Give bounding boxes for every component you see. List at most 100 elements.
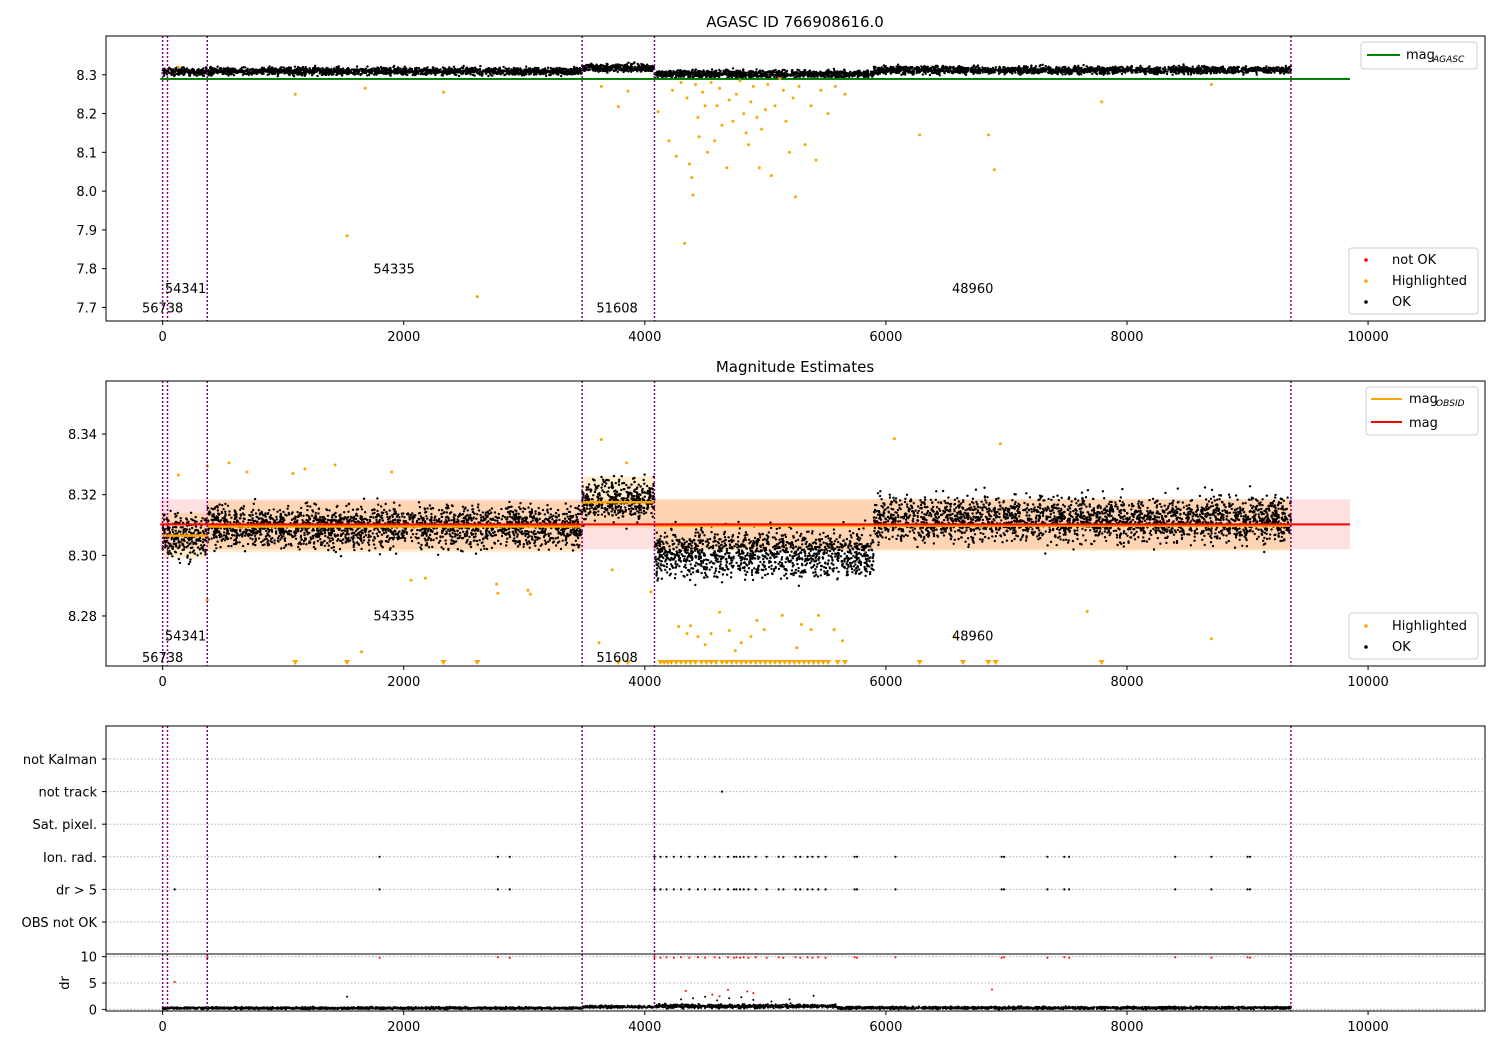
data-point-ok — [1233, 71, 1237, 74]
data-point-ok — [348, 69, 351, 72]
data-point-ok — [727, 70, 730, 73]
data-point-ok — [297, 71, 300, 74]
data-point-ok — [1067, 66, 1070, 69]
data-point-ok — [245, 72, 249, 76]
data-point-ok — [384, 67, 387, 70]
data-point-ok — [241, 73, 245, 77]
data-point-ok — [641, 66, 644, 69]
data-point-ok — [544, 67, 547, 70]
data-point-ok — [481, 70, 484, 74]
data-point-ok — [163, 72, 166, 76]
data-point-ok — [874, 71, 878, 74]
data-point-ok — [862, 75, 866, 79]
data-point-ok — [752, 71, 756, 74]
data-point-ok — [699, 73, 702, 77]
data-point-ok — [430, 70, 434, 74]
data-point-ok — [555, 72, 558, 76]
data-point-ok — [401, 73, 405, 76]
data-point-ok — [911, 70, 914, 73]
data-point-ok — [636, 67, 639, 71]
data-point-ok — [915, 70, 918, 73]
data-point-ok — [531, 68, 534, 71]
data-point-ok — [803, 69, 806, 72]
data-point-ok — [632, 69, 635, 72]
data-point-ok — [452, 65, 456, 69]
data-point-ok — [605, 65, 608, 68]
data-point-ok — [1245, 71, 1248, 75]
data-point-ok — [1077, 64, 1080, 68]
data-point-ok — [800, 74, 803, 77]
data-point-ok — [507, 68, 510, 72]
data-point-ok — [603, 67, 607, 70]
data-point-ok — [931, 65, 934, 68]
data-point-ok — [501, 69, 504, 72]
data-point-ok — [831, 72, 834, 75]
data-point-ok — [173, 73, 177, 76]
data-point-ok — [1181, 68, 1184, 71]
data-point-ok — [314, 64, 317, 68]
data-point-ok — [575, 67, 578, 70]
data-point-ok — [768, 71, 772, 74]
data-point-ok — [236, 71, 240, 74]
data-point-ok — [285, 67, 289, 70]
data-point-ok — [463, 69, 467, 72]
data-point-ok — [525, 65, 528, 68]
data-point-ok — [462, 64, 465, 68]
data-point-ok — [450, 67, 453, 71]
data-point-ok — [691, 73, 694, 76]
data-point-ok — [1088, 66, 1091, 69]
data-point-ok — [777, 73, 781, 77]
data-point-ok — [450, 70, 453, 73]
data-point-ok — [1144, 72, 1148, 75]
data-point-ok — [1175, 72, 1178, 75]
data-point-ok — [487, 74, 490, 78]
data-point-ok — [701, 72, 704, 75]
data-point-ok — [469, 67, 472, 71]
data-point-ok — [709, 71, 712, 74]
data-point-ok — [446, 68, 450, 71]
data-point-ok — [590, 62, 593, 65]
data-point-ok — [941, 64, 945, 68]
data-point-ok — [170, 71, 173, 74]
data-point-ok — [991, 66, 995, 70]
data-point-ok — [393, 68, 397, 71]
data-point-ok — [913, 67, 917, 71]
data-point-ok — [263, 67, 266, 71]
data-point-ok — [243, 66, 247, 69]
data-point-ok — [1102, 68, 1105, 71]
data-point-ok — [537, 67, 540, 70]
data-point-ok — [681, 72, 685, 76]
data-point-ok — [1197, 64, 1200, 68]
data-point-ok — [252, 68, 255, 71]
data-point-ok — [476, 72, 479, 75]
data-point-ok — [560, 74, 563, 78]
data-point-ok — [712, 72, 715, 75]
data-point-ok — [731, 70, 734, 74]
data-point-ok — [829, 72, 832, 75]
data-point-ok — [1255, 67, 1259, 71]
data-point-ok — [546, 66, 550, 69]
data-point-ok — [1031, 70, 1035, 73]
data-point-ok — [774, 68, 777, 72]
data-point-ok — [426, 69, 429, 73]
data-point-ok — [168, 67, 171, 71]
data-point-ok — [709, 74, 712, 77]
data-point-ok — [524, 72, 527, 75]
data-point-ok — [773, 70, 776, 74]
data-point-ok — [241, 69, 244, 72]
data-point-ok — [508, 71, 512, 75]
data-point-ok — [304, 70, 308, 73]
data-point-ok — [230, 72, 233, 76]
data-point-ok — [162, 74, 166, 77]
data-point-ok — [742, 74, 745, 77]
data-point-ok — [1161, 67, 1165, 70]
data-point-ok — [407, 70, 410, 74]
data-point-ok — [340, 74, 344, 77]
data-point-ok — [597, 68, 600, 71]
data-point-ok — [250, 73, 253, 76]
data-point-ok — [1153, 70, 1157, 74]
data-point-ok — [277, 71, 280, 74]
data-point-ok — [921, 73, 924, 76]
